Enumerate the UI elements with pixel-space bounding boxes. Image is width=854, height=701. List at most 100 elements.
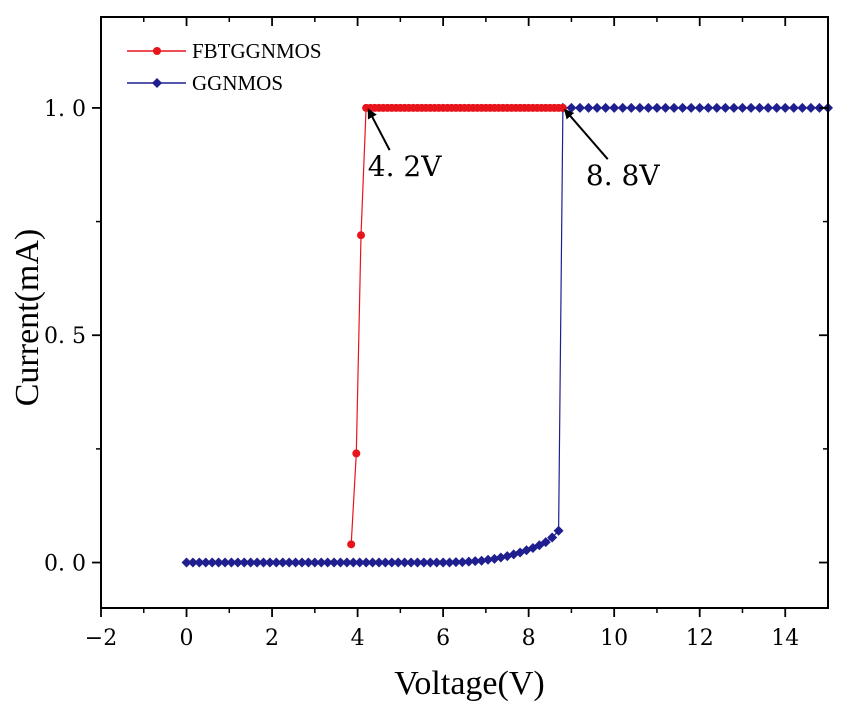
data-point — [341, 557, 352, 568]
data-point — [547, 532, 558, 543]
data-point — [476, 555, 487, 566]
x-axis-title: Voltage(V) — [394, 665, 544, 701]
data-point — [669, 102, 680, 113]
data-point — [617, 102, 628, 113]
axes-layer: −2 0 2 4 6 8 10 12 14 0. 0 0. 5 1. 0 Voltage(V) Curre… — [9, 16, 829, 701]
data-point — [200, 557, 211, 568]
data-point — [600, 102, 611, 113]
series-layer — [181, 102, 833, 568]
data-point — [258, 557, 269, 568]
data-point — [406, 557, 417, 568]
data-point — [444, 557, 455, 568]
data-point — [746, 102, 757, 113]
data-point — [694, 102, 705, 113]
data-point — [643, 102, 654, 113]
data-point — [271, 557, 282, 568]
data-point — [763, 102, 774, 113]
data-point — [296, 557, 307, 568]
data-point — [399, 557, 410, 568]
data-point — [354, 557, 365, 568]
x-tick-label: −2 — [85, 626, 117, 651]
legend-marker — [153, 47, 161, 55]
annotation-layer: 4. 2V 8. 8V — [367, 108, 660, 192]
legend-entry: GGNMOS — [127, 71, 283, 95]
data-point — [425, 557, 436, 568]
data-point — [788, 102, 799, 113]
data-point — [335, 557, 346, 568]
data-point — [686, 102, 697, 113]
data-point — [553, 525, 564, 536]
data-point — [574, 102, 585, 113]
data-point — [207, 557, 218, 568]
data-point — [489, 553, 500, 564]
plot-frame — [100, 16, 829, 609]
y-tick-label: 0. 0 — [44, 552, 86, 577]
data-point — [226, 557, 237, 568]
series-ggnmos — [181, 102, 833, 568]
legend-entry: FBTGGNMOS — [127, 39, 322, 63]
data-point — [677, 102, 688, 113]
data-point — [805, 102, 816, 113]
legend-label: FBTGGNMOS — [192, 39, 322, 63]
data-point — [347, 540, 356, 549]
x-tick-label: 12 — [686, 626, 714, 651]
x-tick-label: 6 — [436, 626, 450, 651]
data-point — [495, 552, 506, 563]
data-point — [348, 557, 359, 568]
data-point — [450, 557, 461, 568]
data-point — [386, 557, 397, 568]
data-point — [483, 554, 494, 565]
annotation-label: 8. 8V — [586, 159, 660, 192]
data-point — [194, 557, 205, 568]
data-point — [181, 557, 192, 568]
data-point — [393, 557, 404, 568]
data-point — [703, 102, 714, 113]
data-point — [290, 557, 301, 568]
data-point — [322, 557, 333, 568]
data-point — [239, 557, 250, 568]
data-point — [470, 556, 481, 567]
data-point — [367, 557, 378, 568]
data-point — [303, 557, 314, 568]
data-point — [720, 102, 731, 113]
data-point — [754, 102, 765, 113]
series-line — [186, 107, 828, 564]
data-point — [660, 102, 671, 113]
data-point — [412, 557, 423, 568]
data-point — [711, 102, 722, 113]
annotation-arrow — [563, 108, 609, 160]
data-point — [457, 557, 468, 568]
data-point — [780, 102, 791, 113]
data-point — [264, 557, 275, 568]
data-point — [284, 557, 295, 568]
data-point — [357, 231, 366, 240]
data-point — [277, 557, 288, 568]
data-point — [187, 557, 198, 568]
x-tick-label: 14 — [771, 626, 799, 651]
data-point — [438, 557, 449, 568]
annotation-arrow — [367, 108, 391, 151]
data-point — [431, 557, 442, 568]
data-point — [728, 102, 739, 113]
x-tick-label: 10 — [600, 626, 628, 651]
legend-label: GGNMOS — [192, 71, 283, 95]
data-point — [609, 102, 620, 113]
y-tick-label: 1. 0 — [44, 97, 86, 122]
y-axis-title: Current(mA) — [9, 229, 46, 407]
data-point — [245, 557, 256, 568]
data-point — [797, 102, 808, 113]
data-point — [592, 102, 603, 113]
data-point — [232, 557, 243, 568]
data-point — [220, 557, 231, 568]
legend: FBTGGNMOS GGNMOS — [127, 39, 322, 95]
series-fbtggnmos — [347, 103, 567, 549]
data-point — [737, 102, 748, 113]
data-point — [651, 102, 662, 113]
data-point — [626, 102, 637, 113]
data-point — [558, 103, 567, 112]
data-point — [361, 557, 372, 568]
data-point — [380, 557, 391, 568]
x-tick-label: 2 — [265, 626, 279, 651]
data-point — [213, 557, 224, 568]
